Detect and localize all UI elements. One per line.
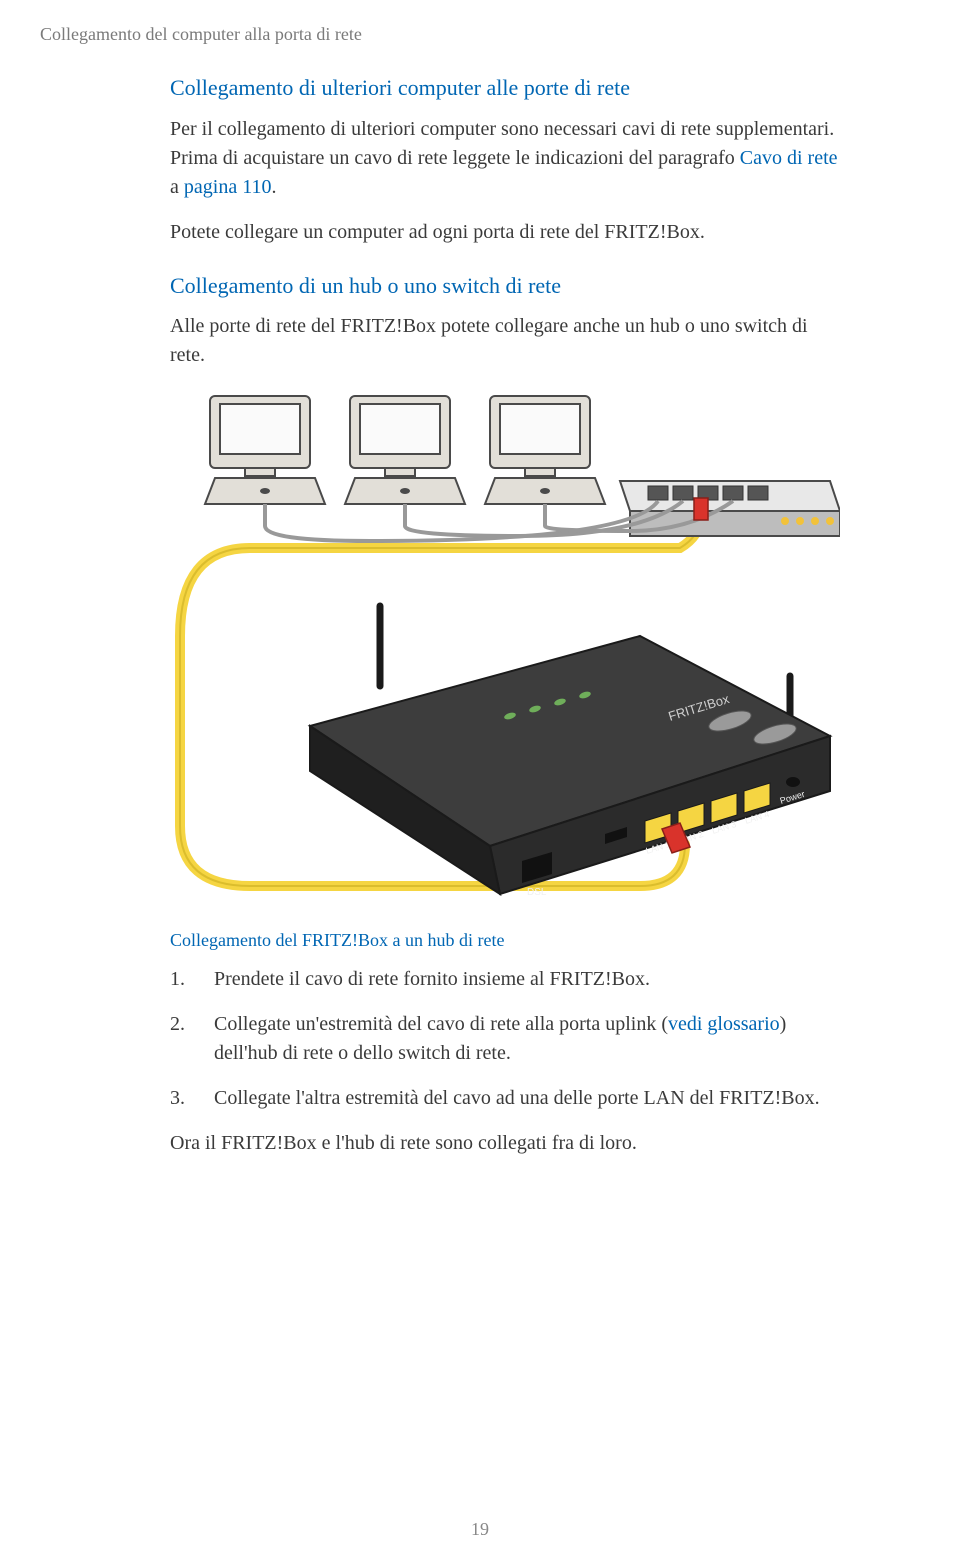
- step-number: 1.: [170, 965, 214, 994]
- figure-caption: Collegamento del FRITZ!Box a un hub di r…: [170, 930, 840, 951]
- step-number: 2.: [170, 1010, 214, 1068]
- list-item: 1. Prendete il cavo di rete fornito insi…: [170, 965, 840, 994]
- running-header: Collegamento del computer alla porta di …: [0, 0, 960, 73]
- step-text: Collegate un'estremità del cavo di rete …: [214, 1010, 840, 1068]
- p1-text-a: Per il collegamento di ulteriori compute…: [170, 118, 834, 169]
- cable-connector-hub: [694, 498, 708, 520]
- fritzbox-router-icon: FRITZ!Box DSL: [310, 606, 830, 898]
- link-vedi-glossario[interactable]: vedi glossario: [668, 1013, 780, 1035]
- step2-text-a: Collegate un'estremità del cavo di rete …: [214, 1013, 668, 1035]
- paragraph-3: Alle porte di rete del FRITZ!Box potete …: [170, 312, 840, 370]
- paragraph-1: Per il collegamento di ulteriori compute…: [170, 115, 840, 202]
- page-content: Collegamento di ulteriori computer alle …: [0, 73, 960, 1158]
- network-diagram-figure: FRITZ!Box DSL: [170, 386, 840, 906]
- p1-text-c: .: [271, 176, 276, 198]
- paragraph-2: Potete collegare un computer ad ogni por…: [170, 218, 840, 247]
- computer-icon: [205, 396, 605, 526]
- section-title-2: Collegamento di un hub o uno switch di r…: [170, 271, 840, 301]
- step-text: Prendete il cavo di rete fornito insieme…: [214, 965, 840, 994]
- page-number: 19: [0, 1519, 960, 1540]
- port-label-dsl: DSL: [527, 887, 547, 898]
- list-item: 3. Collegate l'altra estremità del cavo …: [170, 1084, 840, 1113]
- steps-list: 1. Prendete il cavo di rete fornito insi…: [170, 965, 840, 1113]
- section-title-1: Collegamento di ulteriori computer alle …: [170, 73, 840, 103]
- list-item: 2. Collegate un'estremità del cavo di re…: [170, 1010, 840, 1068]
- step-number: 3.: [170, 1084, 214, 1113]
- closing-paragraph: Ora il FRITZ!Box e l'hub di rete sono co…: [170, 1129, 840, 1158]
- link-pagina-110[interactable]: pagina 110: [184, 176, 272, 198]
- link-cavo-di-rete[interactable]: Cavo di rete: [740, 147, 838, 169]
- p1-text-b: a: [170, 176, 184, 198]
- step-text: Collegate l'altra estremità del cavo ad …: [214, 1084, 840, 1113]
